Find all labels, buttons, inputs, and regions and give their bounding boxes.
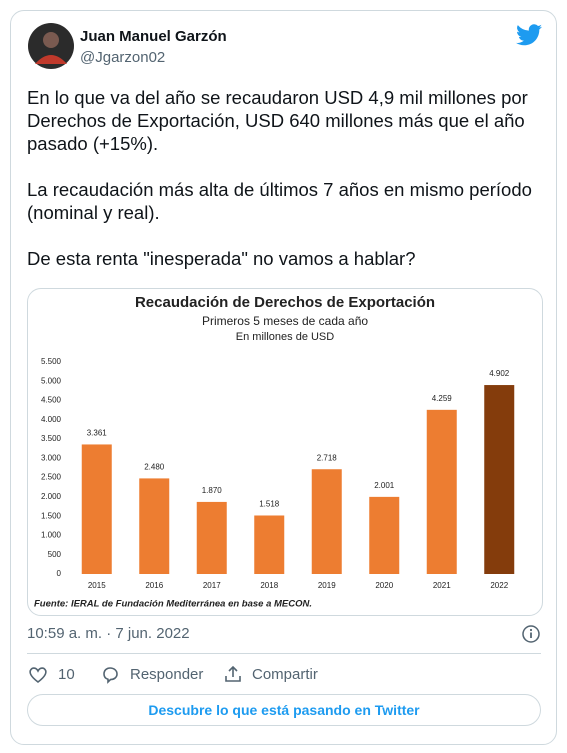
avatar[interactable]: [27, 22, 75, 70]
chart-source: Fuente: IERAL de Fundación Mediterránea …: [34, 599, 312, 610]
y-tick-label: 2.500: [41, 473, 62, 482]
y-tick-label: 4.000: [41, 415, 62, 424]
reply-button[interactable]: Responder: [130, 666, 204, 683]
y-tick-label: 3.500: [41, 434, 62, 443]
bar: [484, 385, 515, 574]
y-tick-label: 5.500: [41, 357, 62, 366]
cta-button[interactable]: Descubre lo que está pasando en Twitter: [27, 694, 541, 726]
tweet-paragraph: La recaudación más alta de últimos 7 año…: [27, 179, 532, 223]
info-icon[interactable]: [521, 624, 541, 644]
chart-unit-note: En millones de USD: [236, 331, 334, 343]
timestamp[interactable]: 10:59 a. m. · 7 jun. 2022: [27, 625, 190, 642]
x-tick-label: 2016: [145, 581, 163, 590]
value-label: 4.902: [489, 369, 510, 378]
bar: [139, 478, 170, 574]
x-tick-label: 2020: [375, 581, 393, 590]
x-tick-label: 2017: [203, 581, 221, 590]
tweet-paragraph: De esta renta "inesperada" no vamos a ha…: [27, 248, 416, 269]
like-icon[interactable]: [28, 665, 48, 685]
value-label: 2.718: [317, 453, 338, 462]
value-label: 4.259: [432, 394, 453, 403]
x-tick-label: 2019: [318, 581, 336, 590]
y-tick-label: 0: [57, 569, 62, 578]
bar: [426, 409, 457, 574]
bar: [81, 444, 112, 574]
value-label: 2.001: [374, 481, 395, 490]
x-tick-label: 2022: [490, 581, 508, 590]
y-tick-label: 500: [48, 550, 62, 559]
y-tick-label: 2.000: [41, 492, 62, 501]
bar: [369, 496, 400, 574]
chart-subtitle: Primeros 5 meses de cada año: [202, 314, 368, 328]
y-tick-label: 4.500: [41, 396, 62, 405]
author-name[interactable]: Juan Manuel Garzón: [80, 28, 227, 45]
value-label: 2.480: [144, 463, 165, 472]
value-label: 3.361: [87, 429, 108, 438]
tweet-paragraph: En lo que va del año se recaudaron USD 4…: [27, 87, 528, 154]
author-handle[interactable]: @Jgarzon02: [80, 49, 166, 66]
chart-title: Recaudación de Derechos de Exportación: [135, 294, 435, 311]
y-tick-label: 5.000: [41, 376, 62, 385]
share-icon[interactable]: [223, 664, 243, 684]
bar: [254, 515, 285, 574]
x-tick-label: 2021: [433, 581, 451, 590]
x-tick-label: 2018: [260, 581, 278, 590]
divider: [27, 653, 541, 654]
share-button[interactable]: Compartir: [252, 666, 318, 683]
tweet-text: En lo que va del año se recaudaron USD 4…: [27, 86, 537, 293]
value-label: 1.870: [202, 486, 223, 495]
chart: Recaudación de Derechos de Exportación P…: [34, 294, 515, 610]
y-tick-label: 3.000: [41, 453, 62, 462]
value-label: 1.518: [259, 500, 280, 509]
reply-icon[interactable]: [100, 665, 120, 685]
chart-image[interactable]: Recaudación de Derechos de Exportación P…: [27, 288, 543, 616]
bar: [196, 501, 227, 574]
y-tick-label: 1.000: [41, 531, 62, 540]
twitter-logo[interactable]: [516, 24, 542, 46]
like-count[interactable]: 10: [58, 666, 75, 683]
bar: [311, 469, 342, 574]
y-tick-label: 1.500: [41, 511, 62, 520]
tweet-card: [10, 10, 557, 745]
x-tick-label: 2015: [88, 581, 106, 590]
